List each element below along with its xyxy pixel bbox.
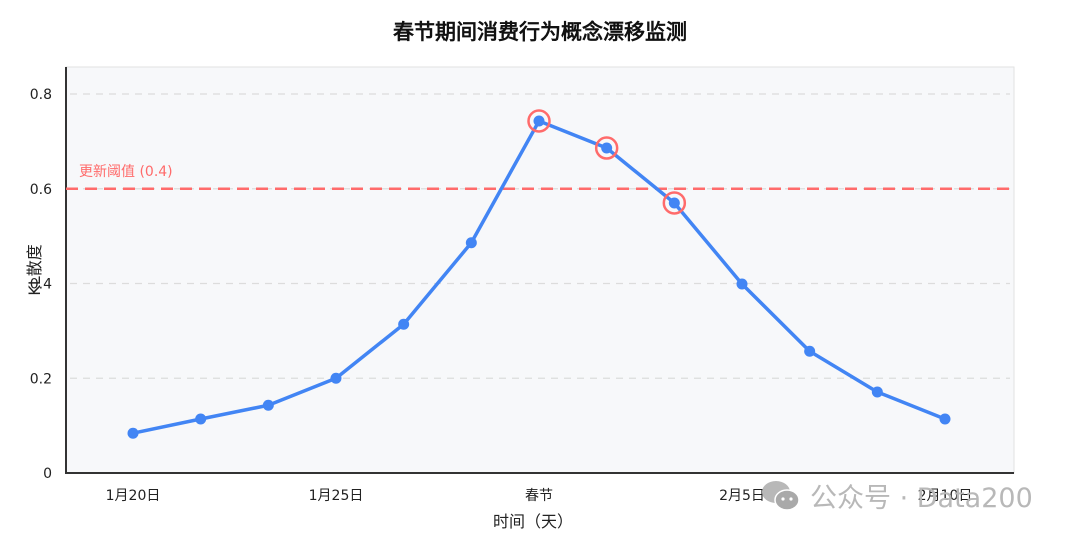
data-point (668, 197, 680, 209)
data-point (939, 413, 951, 425)
y-tick-label: 0.8 (30, 87, 52, 103)
drift-highlight-ring (662, 191, 687, 215)
y-tick-label: 0.2 (30, 371, 52, 387)
x-tick-label: 春节 (525, 488, 553, 504)
drift-highlight-ring (527, 109, 551, 133)
data-point (330, 372, 342, 384)
y-axis-label: KL散度 (25, 244, 44, 295)
y-tick-label: 0 (43, 466, 52, 482)
x-axis-label: 时间（天） (493, 512, 573, 531)
data-point (127, 427, 139, 439)
x-tick-label: 2月10日 (918, 488, 973, 504)
drift-highlight-ring (594, 136, 619, 160)
data-point (262, 399, 274, 411)
data-point (601, 142, 613, 154)
data-point (465, 237, 477, 249)
x-tick-labels: 1月20日 1月25日 春节 2月5日 2月10日 (106, 488, 973, 504)
data-point (533, 115, 545, 127)
y-tick-label: 0.6 (30, 182, 52, 198)
y-tick-label: 0.4 (30, 277, 52, 293)
x-tick-label: 1月25日 (309, 488, 364, 504)
data-point (804, 345, 816, 357)
chart-title: 春节期间消费行为概念漂移监测 (393, 20, 687, 44)
data-point (871, 386, 883, 398)
x-tick-label: 2月5日 (719, 488, 765, 504)
data-point (398, 318, 410, 330)
highlight-rings (527, 109, 687, 215)
x-tick-label: 1月20日 (106, 488, 161, 504)
data-points (127, 115, 951, 439)
threshold-label: 更新阈值 (0.4) (79, 164, 173, 180)
data-point (736, 278, 748, 290)
y-tick-labels: 0 0.2 0.4 0.6 0.8 (30, 87, 52, 482)
data-point (195, 413, 207, 425)
plot-area (65, 66, 1015, 474)
